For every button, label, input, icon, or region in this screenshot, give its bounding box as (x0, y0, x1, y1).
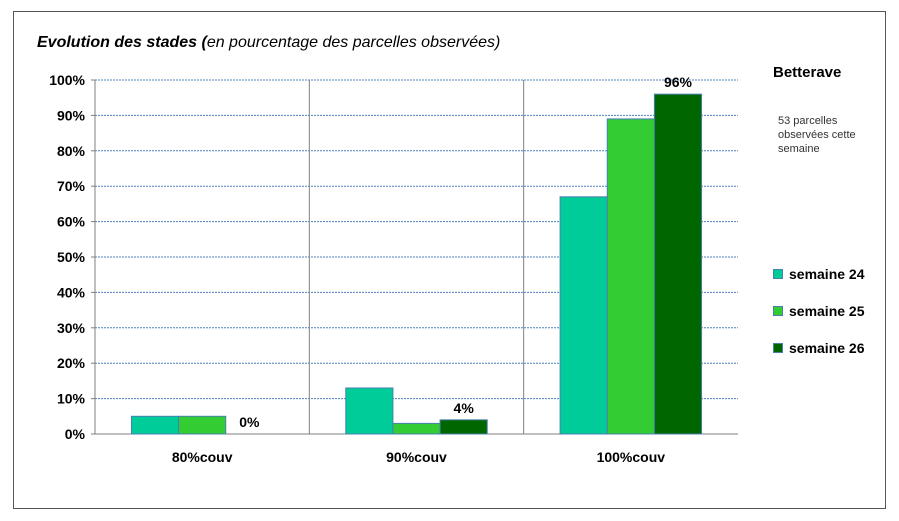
legend-item-semaine-24: semaine 24 (773, 255, 865, 292)
bar-semaine-25-80-couv (178, 415, 227, 435)
legend-label: semaine 25 (789, 302, 865, 319)
y-tick-label: 90% (57, 107, 86, 123)
legend-title: Betterave (773, 64, 842, 81)
bar-semaine-24-100-couv (559, 196, 608, 435)
observation-note: 53 parcelles observées cette semaine (778, 115, 856, 155)
chart-title-italic: en pourcentage des parcelles observées) (206, 34, 501, 51)
y-tick-label: 70% (57, 178, 86, 194)
bar-semaine-25-100-couv (606, 118, 655, 435)
legend-swatch (773, 305, 783, 316)
legend-swatch (773, 268, 783, 279)
chart-title-bold: Evolution des stades (37, 34, 202, 51)
chart-title-paren: ( (201, 34, 207, 51)
y-tick-label: 0% (65, 426, 86, 442)
x-tick-label: 90%couv (386, 449, 447, 465)
x-tick-label: 100%couv (597, 449, 666, 465)
bar-semaine-26-100-couv (653, 93, 703, 435)
bar-semaine-24-80-couv (130, 415, 180, 435)
y-tick-label: 40% (57, 284, 86, 300)
bar-semaine-25-90-couv (392, 422, 441, 435)
data-label: 4% (454, 400, 475, 416)
data-label: 96% (664, 74, 693, 90)
y-tick-label: 60% (57, 214, 86, 230)
y-tick-label: 50% (57, 249, 86, 265)
chart-title: Evolution des stades (en pourcentage des… (37, 34, 500, 52)
y-tick-label: 10% (57, 391, 86, 407)
legend-item-semaine-25: semaine 25 (773, 292, 865, 329)
legend: semaine 24 semaine 25 semaine 26 (773, 255, 865, 366)
y-tick-label: 20% (57, 355, 86, 371)
bar-semaine-24-90-couv (345, 387, 394, 435)
y-tick-label: 100% (49, 72, 85, 88)
data-label: 0% (239, 414, 260, 430)
legend-item-semaine-26: semaine 26 (773, 329, 865, 366)
x-tick-label: 80%couv (172, 449, 233, 465)
bar-semaine-26-90-couv (439, 419, 488, 435)
y-tick-label: 30% (57, 320, 86, 336)
legend-swatch (773, 342, 783, 353)
y-tick-label: 80% (57, 143, 86, 159)
legend-label: semaine 24 (789, 265, 865, 282)
legend-label: semaine 26 (789, 339, 865, 356)
